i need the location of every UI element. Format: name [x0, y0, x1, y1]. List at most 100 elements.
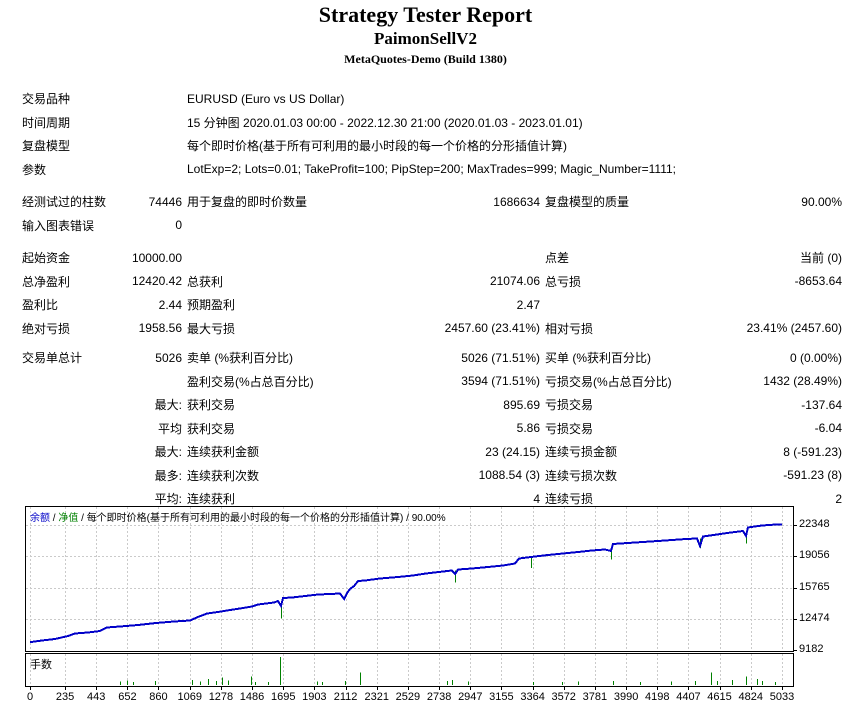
- lots-panel-frame: [25, 653, 794, 687]
- table-cell: 用于复盘的即时价数量: [187, 195, 308, 210]
- table-cell: 连续获利次数: [187, 468, 260, 483]
- x-axis-label: 1278: [208, 691, 234, 703]
- table-cell: 3594 (71.51%): [461, 374, 540, 389]
- x-axis-label: 860: [149, 691, 168, 703]
- table-cell: 卖单 (%获利百分比): [187, 351, 293, 366]
- x-axis-label: 2321: [364, 691, 390, 703]
- table-cell: 相对亏损: [545, 321, 594, 336]
- table-cell: 2.47: [516, 297, 540, 312]
- legend-separator: /: [78, 513, 87, 524]
- table-cell: 连续亏损次数: [545, 468, 618, 483]
- expert-name: PaimonSellV2: [374, 29, 477, 48]
- table-cell: 5.86: [516, 421, 540, 436]
- table-cell: 复盘模型的质量: [545, 195, 630, 210]
- x-axis-label: 4615: [707, 691, 732, 703]
- legend-model: 每个即时价格(基于所有可利用的最小时段的每一个价格的分形插值计算): [86, 513, 404, 524]
- lots-panel-label: 手数: [30, 659, 52, 671]
- x-axis-label: 652: [118, 691, 137, 703]
- table-cell: 4: [533, 491, 540, 506]
- table-cell: 当前 (0): [799, 251, 842, 266]
- table-cell: 21074.06: [489, 274, 540, 289]
- table-row: 盈利比 2.44 预期盈利 2.47: [22, 293, 844, 317]
- table-cell: 时间周期: [22, 115, 71, 130]
- table-row: 盈利交易(%占总百分比) 3594 (71.51%) 亏损交易(%占总百分比) 143…: [22, 370, 844, 394]
- table-cell: 盈利交易(%占总百分比): [187, 374, 314, 389]
- table-cell: EURUSD (Euro vs US Dollar): [187, 91, 345, 106]
- table-cell: -8653.64: [794, 274, 842, 289]
- legend-equity: 净值: [58, 513, 79, 524]
- table-cell: 起始资金: [22, 251, 71, 266]
- table-cell: 盈利比: [22, 298, 59, 313]
- x-axis-label: 0: [26, 691, 34, 703]
- table-row: 交易品种 EURUSD (Euro vs US Dollar): [22, 87, 844, 111]
- table-cell: -591.23 (8): [783, 468, 842, 483]
- table-cell: 8 (-591.23): [783, 444, 842, 459]
- x-axis-label: 235: [55, 691, 75, 703]
- chart-legend: 余额 / 净值 / 每个即时价格(基于所有可利用的最小时段的每一个价格的分形插值…: [30, 509, 446, 524]
- x-axis-label: 3364: [520, 691, 545, 703]
- table-cell: 复盘模型: [22, 139, 71, 154]
- table-cell: 1958.56: [138, 321, 182, 336]
- table-cell: 交易单总计: [22, 351, 83, 366]
- x-axis-label: 5033: [769, 691, 795, 703]
- table-cell: 平均: [157, 421, 182, 436]
- table-row: 最大: 连续获利金额 23 (24.15) 连续亏损金额 8 (-591.23): [22, 440, 844, 464]
- legend-separator: /: [403, 513, 412, 524]
- x-axis-label: 2947: [458, 691, 483, 703]
- legend-separator: /: [50, 513, 59, 524]
- main-chart-frame: [25, 506, 794, 652]
- x-axis-label: 3781: [582, 691, 608, 703]
- y-axis-label: 15765: [799, 580, 830, 593]
- report-table: 交易品种 EURUSD (Euro vs US Dollar) 时间周期 15 分钟图…: [22, 87, 844, 511]
- table-cell: 交易品种: [22, 92, 71, 107]
- table-cell: 参数: [22, 162, 47, 177]
- table-cell: 连续亏损: [545, 492, 594, 507]
- table-cell: 最大亏损: [187, 321, 236, 336]
- table-cell: 买单 (%获利百分比): [545, 351, 651, 366]
- table-cell: 经测试过的柱数: [22, 195, 107, 210]
- page-title: Strategy Tester Report: [318, 2, 533, 27]
- table-cell: 亏损交易(%占总百分比): [545, 374, 672, 389]
- x-axis-label: 1903: [302, 691, 327, 703]
- x-axis-label: 4824: [738, 691, 763, 703]
- y-axis-label: 9182: [799, 643, 824, 655]
- y-axis-label: 12474: [799, 611, 830, 624]
- table-cell: 895.69: [503, 397, 540, 412]
- table-row: 复盘模型 每个即时价格(基于所有可利用的最小时段的每一个价格的分形插值计算): [22, 134, 844, 158]
- legend-quality: 90.00%: [411, 513, 446, 524]
- x-axis-label: 1486: [239, 691, 265, 703]
- table-cell: 15 分钟图 2020.01.03 00:00 - 2022.12.30 21:…: [187, 115, 583, 130]
- table-row: 参数 LotExp=2; Lots=0.01; TakeProfit=100; P…: [22, 158, 844, 182]
- report-header: Strategy Tester Report PaimonSellV2 Meta…: [0, 0, 851, 67]
- table-cell: 5026 (71.51%): [461, 350, 540, 365]
- x-axis-label: 4198: [644, 691, 670, 703]
- x-axis-label: 1695: [271, 691, 296, 703]
- table-cell: 获利交易: [187, 421, 236, 436]
- table-cell: 输入图表错误: [22, 218, 95, 233]
- table-cell: LotExp=2; Lots=0.01; TakeProfit=100; Pip…: [187, 162, 676, 177]
- table-row: 时间周期 15 分钟图 2020.01.03 00:00 - 2022.12.30…: [22, 111, 844, 135]
- table-cell: 最多:: [154, 468, 182, 483]
- table-row: 最多: 连续获利次数 1088.54 (3) 连续亏损次数 -591.23 (8): [22, 464, 844, 488]
- table-row: 平均 获利交易 5.86 亏损交易 -6.04: [22, 417, 844, 441]
- x-axis-label: 443: [87, 691, 106, 703]
- table-row: 绝对亏损 1958.56 最大亏损 2457.60 (23.41%) 相对亏损 23.41…: [22, 317, 844, 341]
- x-axis-label: 3155: [489, 691, 514, 703]
- x-axis-label: 3990: [613, 691, 639, 703]
- table-row: 交易单总计 5026 卖单 (%获利百分比) 5026 (71.51%) 买单 (%获利…: [22, 346, 844, 370]
- server-build: MetaQuotes-Demo (Build 1380): [344, 52, 507, 66]
- table-cell: 亏损交易: [545, 421, 594, 436]
- table-row: 总净盈利 12420.42 总获利 21074.06 总亏损 -8653.64: [22, 270, 844, 294]
- table-cell: 2.44: [158, 297, 182, 312]
- table-cell: 0 (0.00%): [789, 350, 842, 365]
- x-axis-label: 4407: [676, 691, 701, 703]
- balance-curve: [29, 523, 783, 644]
- table-cell: 1686634: [493, 194, 540, 209]
- table-row: 平均: 连续获利 4 连续亏损 2: [22, 487, 844, 511]
- table-cell: 最大:: [154, 398, 182, 413]
- x-axis-label: 2738: [426, 691, 452, 703]
- x-axis-label: 2112: [333, 691, 358, 703]
- table-cell: 每个即时价格(基于所有可利用的最小时段的每一个价格的分形插值计算): [187, 139, 567, 154]
